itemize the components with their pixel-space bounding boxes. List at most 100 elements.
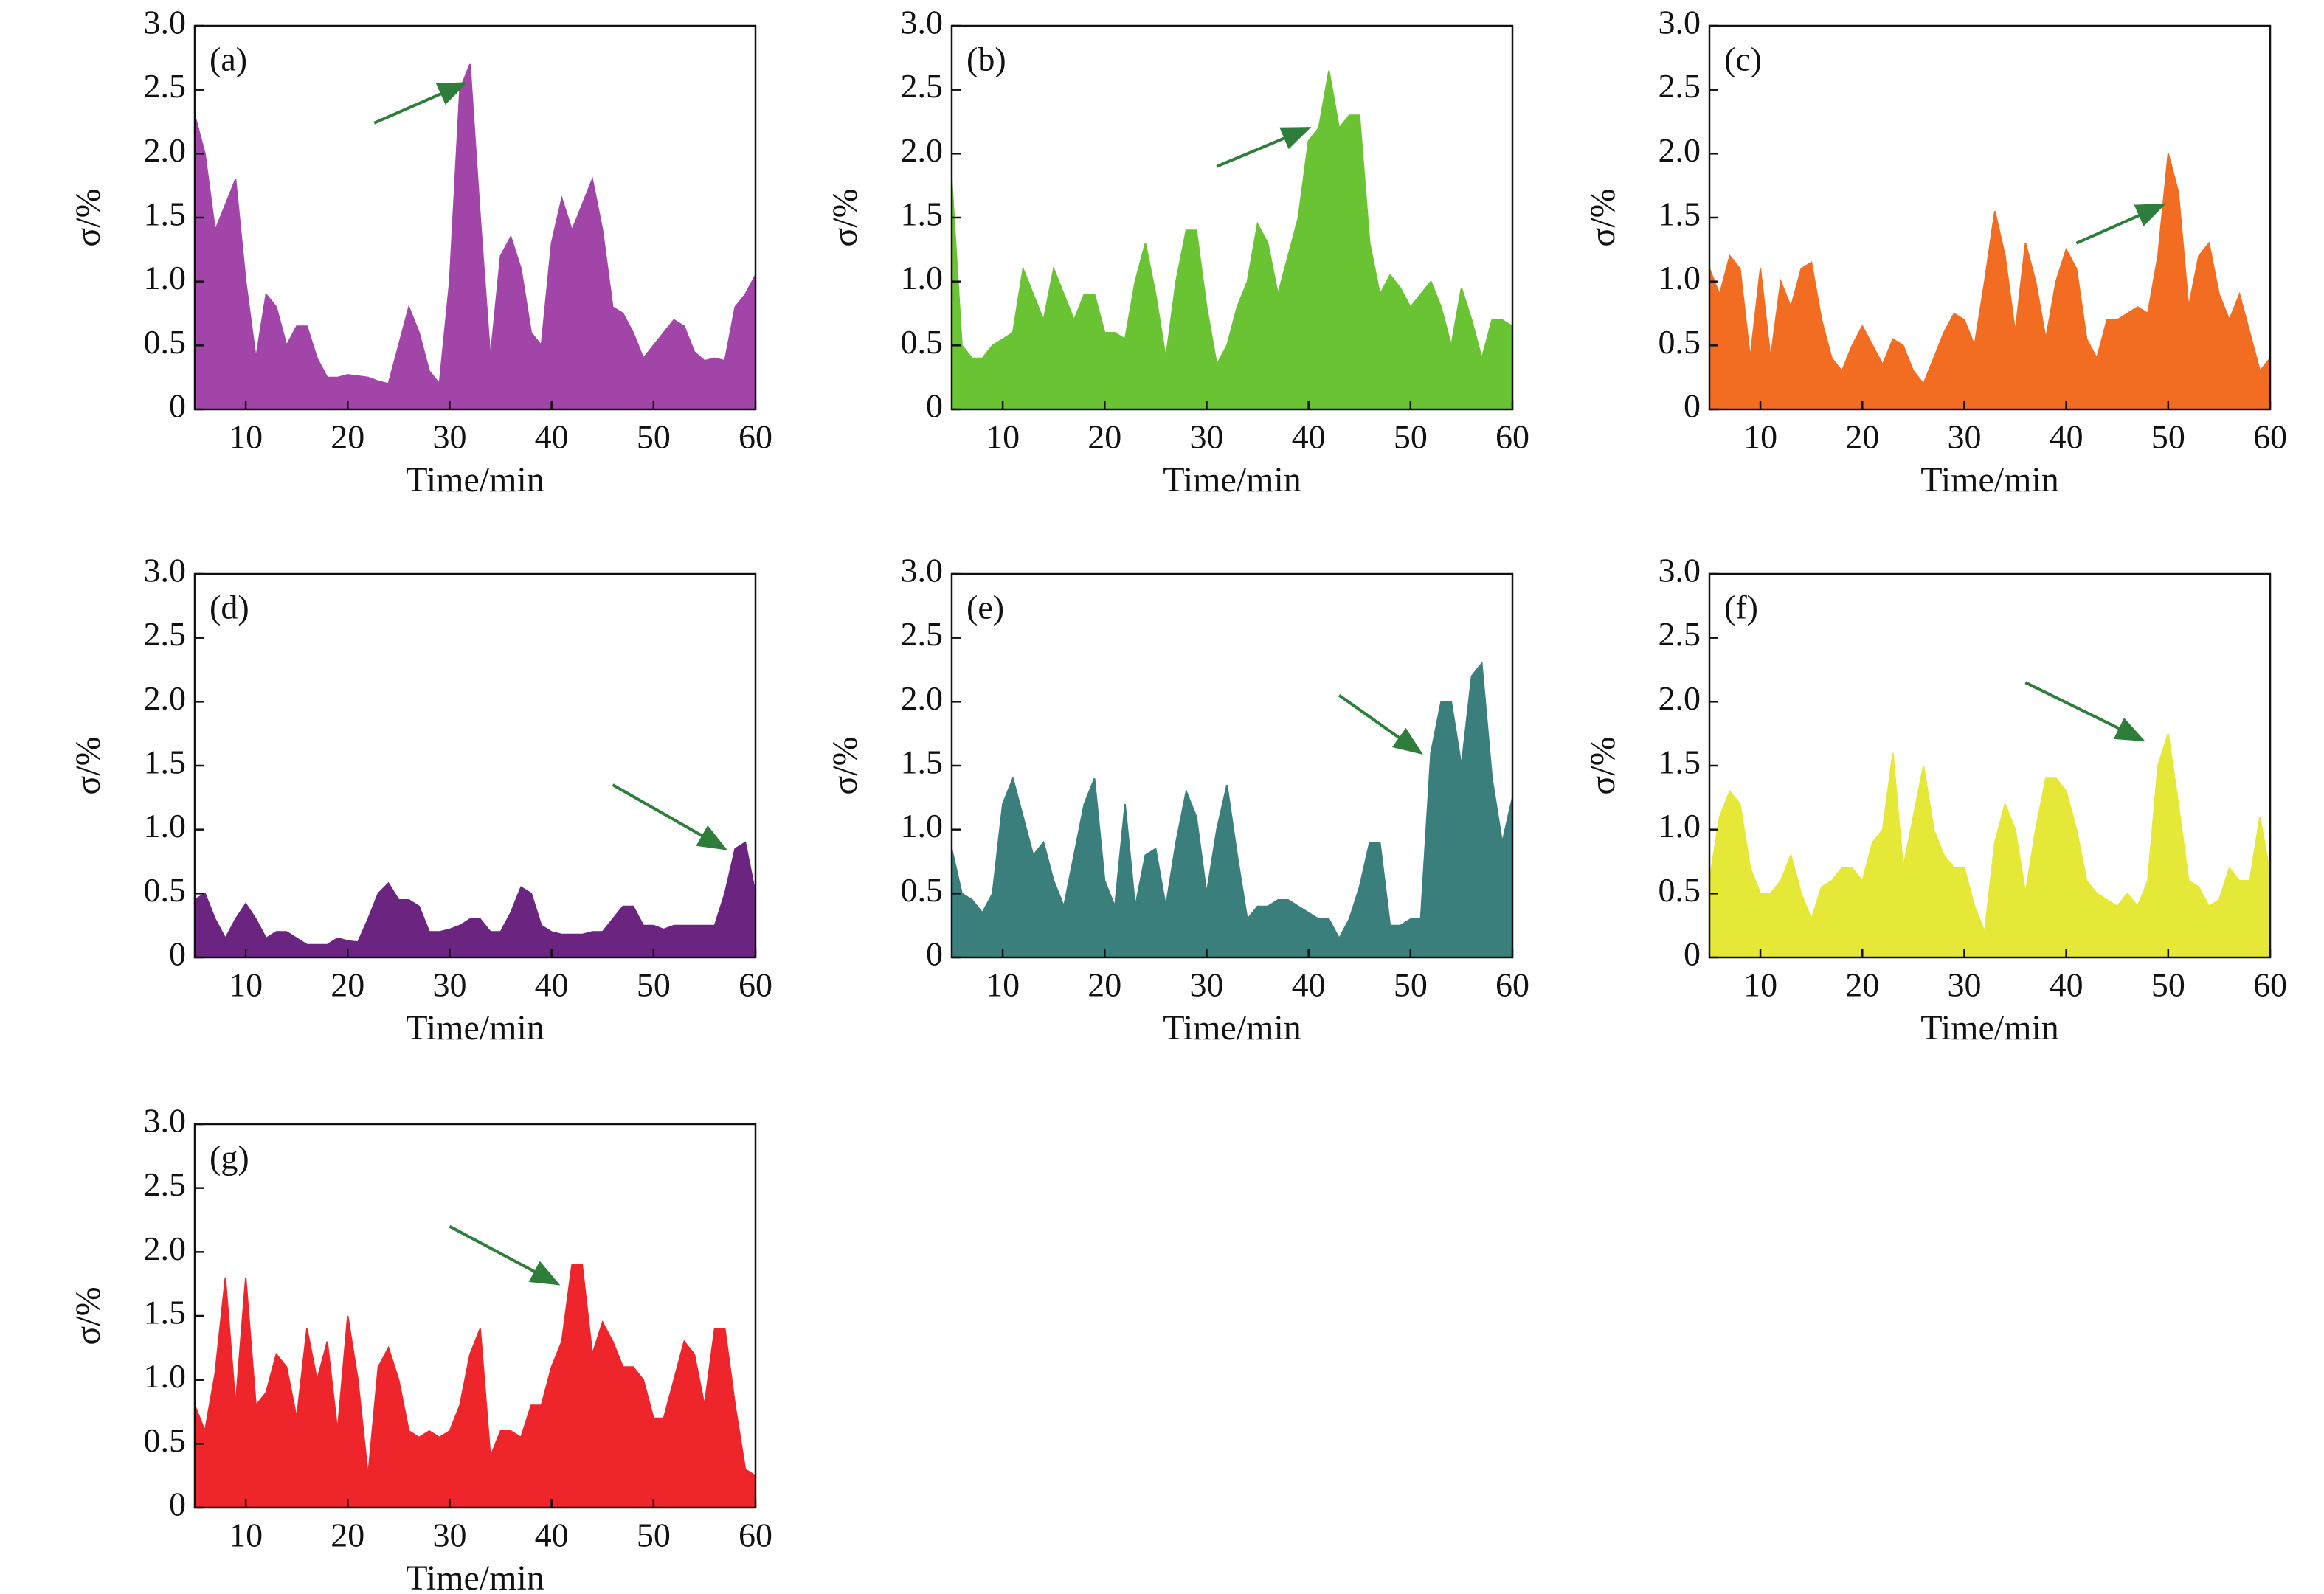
- y-axis-label: σ/%: [826, 736, 865, 794]
- arrow: [2024, 681, 2145, 742]
- x-tick-label: 40: [2050, 966, 2083, 1004]
- area-line: [1709, 153, 2271, 386]
- y-tick-label: 1.0: [901, 807, 944, 845]
- panel: 0 0.5 1.0 1.5 2.0 2.5 3.0 10 20 30 40 50 60 Time/min σ…: [826, 552, 1529, 1047]
- y-tick-label: 1.5: [901, 195, 944, 233]
- x-tick-label: 40: [535, 418, 569, 456]
- x-tick-label: 30: [432, 1517, 466, 1554]
- x-axis-label: Time/min: [406, 1559, 544, 1594]
- area-line: [194, 1264, 756, 1477]
- x-tick-label: 40: [535, 966, 569, 1004]
- area-line: [194, 841, 756, 946]
- x-tick-label: 50: [2151, 418, 2185, 456]
- y-tick-label: 1.5: [144, 195, 187, 233]
- x-tick-label: 60: [739, 966, 772, 1004]
- y-tick-label: 0: [169, 1486, 186, 1523]
- x-tick-label: 50: [637, 966, 671, 1004]
- arrow: [1216, 126, 1312, 168]
- y-tick-label: 2.5: [144, 615, 187, 653]
- area-line: [1709, 733, 2271, 932]
- y-axis-label: σ/%: [1583, 188, 1622, 246]
- y-tick-label: 1.5: [144, 744, 187, 781]
- y-tick-label: 1.5: [1659, 195, 1701, 233]
- y-tick-label: 1.0: [1659, 259, 1701, 297]
- area-fill: [952, 663, 1512, 957]
- x-tick-label: 60: [2253, 966, 2287, 1004]
- area-line: [951, 661, 1513, 940]
- x-tick-label: 40: [535, 1517, 569, 1554]
- plot-frame: [193, 572, 757, 959]
- x-tick-label: 40: [1292, 418, 1326, 456]
- x-tick-label: 20: [1845, 418, 1879, 456]
- x-axis-label: Time/min: [1163, 460, 1301, 499]
- arrow: [373, 82, 468, 125]
- x-tick-label: 10: [229, 1517, 263, 1554]
- panel: 0 0.5 1.0 1.5 2.0 2.5 3.0 10 20 30 40 50 60 Time/min σ…: [69, 1102, 772, 1594]
- x-tick-label: 60: [739, 418, 772, 456]
- x-tick-label: 50: [1394, 966, 1428, 1004]
- area-fill: [1709, 153, 2270, 410]
- y-tick-label: 0.5: [144, 1421, 187, 1459]
- y-tick-label: 2.5: [144, 1165, 187, 1203]
- y-axis-label: σ/%: [69, 736, 108, 794]
- x-tick-label: 10: [229, 966, 263, 1004]
- arrow: [612, 783, 728, 850]
- y-tick-label: 3.0: [1659, 4, 1701, 41]
- y-tick-label: 1.5: [1659, 744, 1701, 781]
- area-line: [194, 63, 756, 386]
- x-axis-label: Time/min: [1920, 460, 2059, 499]
- y-tick-label: 2.5: [1659, 615, 1701, 653]
- y-tick-label: 3.0: [144, 4, 187, 41]
- y-tick-label: 0.5: [901, 871, 944, 909]
- x-tick-label: 20: [331, 966, 364, 1004]
- x-tick-label: 30: [1189, 418, 1223, 456]
- x-tick-label: 10: [1743, 418, 1777, 456]
- y-axis-label: σ/%: [69, 1286, 108, 1345]
- area-line: [951, 70, 1513, 367]
- y-tick-label: 2.0: [901, 679, 944, 717]
- y-axis-label: σ/%: [826, 188, 865, 246]
- panel-label: (c): [1724, 41, 1762, 78]
- panel-label: (d): [210, 589, 249, 626]
- y-tick-label: 0: [169, 935, 186, 973]
- y-axis-label: σ/%: [1583, 736, 1622, 794]
- y-tick-label: 2.0: [144, 1230, 187, 1267]
- x-tick-label: 20: [331, 1517, 364, 1554]
- panel-label: (g): [210, 1139, 249, 1177]
- y-axis-label: σ/%: [69, 188, 108, 246]
- y-tick-label: 1.5: [901, 744, 944, 781]
- y-tick-label: 2.5: [1659, 67, 1701, 105]
- area-fill: [195, 64, 755, 409]
- arrow: [2075, 203, 2166, 245]
- x-tick-label: 10: [986, 966, 1020, 1004]
- panel: 0 0.5 1.0 1.5 2.0 2.5 3.0 10 20 30 40 50 60 Time/min σ…: [1583, 4, 2287, 499]
- x-tick-label: 60: [1495, 966, 1529, 1004]
- y-tick-label: 1.0: [144, 807, 187, 845]
- y-tick-label: 1.0: [1659, 807, 1701, 845]
- x-tick-label: 20: [1845, 966, 1879, 1004]
- y-tick-label: 1.0: [144, 1357, 187, 1395]
- y-tick-label: 1.0: [901, 259, 944, 297]
- y-tick-label: 2.5: [901, 67, 944, 105]
- x-tick-label: 30: [432, 966, 466, 1004]
- x-axis-label: Time/min: [1920, 1008, 2059, 1047]
- y-tick-label: 2.0: [901, 131, 944, 169]
- y-tick-label: 3.0: [901, 552, 944, 589]
- y-tick-label: 0: [926, 935, 943, 973]
- y-tick-label: 2.5: [901, 615, 944, 653]
- panel: 0 0.5 1.0 1.5 2.0 2.5 3.0 10 20 30 40 50 60 Time/min σ…: [69, 552, 772, 1047]
- x-axis-label: Time/min: [406, 460, 544, 499]
- panel: 0 0.5 1.0 1.5 2.0 2.5 3.0 10 20 30 40 50 60 Time/min σ…: [69, 4, 772, 499]
- y-tick-label: 2.0: [144, 131, 187, 169]
- arrow: [1338, 694, 1423, 755]
- y-tick-label: 0.5: [1659, 871, 1701, 909]
- y-tick-label: 2.0: [1659, 679, 1701, 717]
- x-tick-label: 40: [2050, 418, 2083, 456]
- x-tick-label: 20: [331, 418, 364, 456]
- x-tick-label: 10: [1743, 966, 1777, 1004]
- x-tick-label: 30: [432, 418, 466, 456]
- arrow: [449, 1224, 561, 1286]
- y-tick-label: 0: [169, 387, 186, 425]
- panel: 0 0.5 1.0 1.5 2.0 2.5 3.0 10 20 30 40 50 60 Time/min σ…: [826, 4, 1529, 499]
- y-tick-label: 2.0: [1659, 131, 1701, 169]
